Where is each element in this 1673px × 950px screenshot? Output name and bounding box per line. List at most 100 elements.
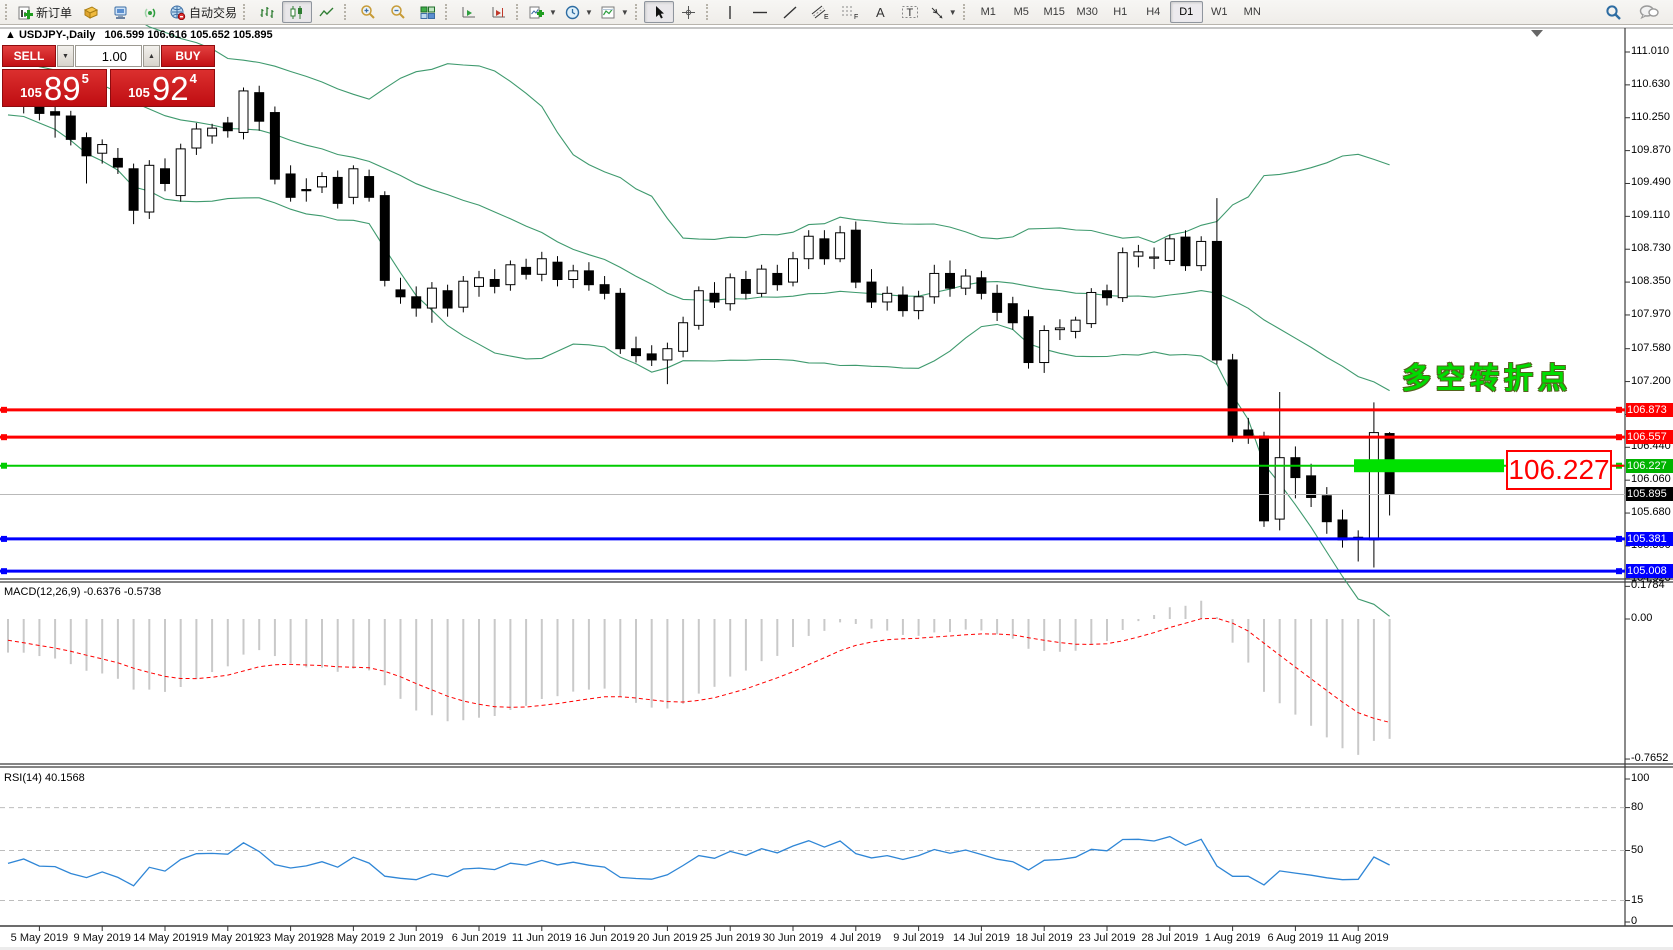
sell-dropdown-button[interactable]: ▼ [57,45,74,67]
zoom-out-button[interactable] [383,1,413,23]
axis-tick-marks [38,51,1630,931]
candle-body-up [458,280,469,308]
volume-input[interactable]: 1.00 [75,45,142,67]
candle-body-up [1117,252,1128,299]
zoom-in-button[interactable] [353,1,383,23]
line-chart-icon [319,5,335,20]
volume-up-button[interactable]: ▲ [143,45,160,67]
date-tick-label: 9 May 2019 [73,932,131,944]
timeframe-W1[interactable]: W1 [1210,6,1228,18]
date-tick-label: 16 Jun 2019 [574,932,635,944]
toolbar-grip[interactable] [344,4,349,20]
crosshair-button[interactable] [674,1,704,23]
toolbar-grip[interactable] [962,4,968,20]
toolbar-grip[interactable] [5,4,10,20]
bar-chart-icon [259,5,275,20]
toolbar-grip[interactable] [445,4,450,20]
price-chart-canvas[interactable] [0,25,1673,950]
line-chart-button[interactable] [312,1,342,23]
timeframe-H1[interactable]: H1 [1113,6,1128,18]
date-tick-label: 20 Jun 2019 [637,932,698,944]
date-tick-label: 5 May 2019 [10,932,69,944]
fibonacci-button[interactable]: F [835,1,865,23]
date-tick-label: 23 Jul 2019 [1078,932,1136,944]
equidistant-channel-button[interactable]: E [805,1,835,23]
indicators-icon [529,5,545,20]
price-tick-label: 110.250 [1631,110,1670,123]
chart-shift-button[interactable] [484,1,514,23]
tile-windows-icon [420,5,436,20]
toolbar-grip[interactable] [243,4,248,20]
sell-button[interactable]: SELL [2,45,56,67]
arrow-tools-button[interactable]: ▼ [925,1,961,23]
candlestick-chart-button[interactable] [282,1,313,23]
chart-shift-marker-icon [1531,30,1543,37]
trendline-button[interactable] [775,1,805,23]
dropdown-arrow-icon: ▼ [584,7,593,17]
collapse-arrow-icon[interactable]: ▲ [5,29,16,41]
buy-button[interactable]: BUY [161,45,215,67]
date-tick-label: 6 Aug 2019 [1267,932,1324,944]
terminal-button[interactable] [106,1,136,23]
turning-point-annotation[interactable]: 多空转折点 [1402,363,1573,395]
candle-body-down [301,189,312,192]
text-button[interactable]: A [865,1,895,23]
timeframe-M30[interactable]: M30 [1076,6,1098,18]
dropdown-arrow-icon: ▼ [620,7,629,17]
toolbar-grip[interactable] [516,4,521,20]
candle-body-up [568,270,579,280]
timeframe-M5[interactable]: M5 [1013,6,1029,18]
terminal-icon [113,5,129,20]
rsi-tick-label: 0 [1631,915,1638,927]
templates-button[interactable]: ▼ [597,1,633,23]
candle-body-down [740,278,751,294]
timeframe-M1[interactable]: M1 [980,6,996,18]
level-price-badge: 105.381 [1626,531,1673,546]
horizontal-line-button[interactable] [745,1,775,23]
dropdown-arrow-icon: ▼ [948,7,957,17]
rsi-tick-label: 80 [1631,800,1644,813]
level-lines[interactable] [0,406,1625,575]
chart-window[interactable]: ▲ USDJPY-,Daily 106.599 106.616 105.652 … [0,25,1673,950]
periods-button[interactable]: ▼ [561,1,597,23]
search-button[interactable] [1598,1,1628,23]
price-callout-label[interactable]: 106.227 [1506,450,1612,490]
text-label-button[interactable]: T [895,1,925,23]
candle-body-down [81,137,92,157]
indicators-button[interactable]: ▼ [525,1,561,23]
candle-body-up [882,292,893,303]
timeframe-D1[interactable]: D1 [1169,1,1203,23]
highlight-bar[interactable] [1354,459,1504,473]
sell-price-display[interactable]: 105 89 5 [2,69,107,107]
candle-body-down [1211,240,1222,361]
signals-icon [143,5,159,20]
buy-price-display[interactable]: 105 92 4 [110,69,215,107]
timeframe-M15[interactable]: M15 [1043,6,1065,18]
vertical-line-button[interactable] [715,1,745,23]
timeframe-group: M1 M5 M15 M30 H1 H4 D1 W1 MN [972,1,1269,23]
date-tick-label: 14 May 2019 [133,932,197,944]
chat-button[interactable] [1634,1,1664,23]
svg-text:A: A [876,5,885,20]
toolbar-grip[interactable] [634,4,640,20]
sell-price-big: 89 [43,70,81,107]
auto-scroll-button[interactable] [454,1,484,23]
candle-body-up [536,258,547,275]
ledger-button[interactable] [76,1,106,23]
cursor-button[interactable] [643,1,674,23]
tile-windows-button[interactable] [413,1,443,23]
signals-button[interactable] [136,1,166,23]
timeframe-MN[interactable]: MN [1243,6,1261,18]
new-order-button[interactable]: 新订单 [14,1,76,23]
level-price-badge: 105.008 [1626,564,1673,579]
macd-pane [7,600,1391,755]
candle-body-down [709,292,720,303]
candle-body-up [693,290,704,326]
timeframe-H4[interactable]: H4 [1146,6,1161,18]
bar-chart-button[interactable] [252,1,282,23]
candle-body-up [1149,256,1160,259]
one-click-trading-panel: SELL ▼ 1.00 ▲ BUY 105 89 5 105 92 4 [2,45,215,107]
toolbar-grip[interactable] [705,4,711,20]
date-tick-label: 25 Jun 2019 [699,932,761,944]
auto-trading-button[interactable]: 自动交易 [166,1,241,23]
